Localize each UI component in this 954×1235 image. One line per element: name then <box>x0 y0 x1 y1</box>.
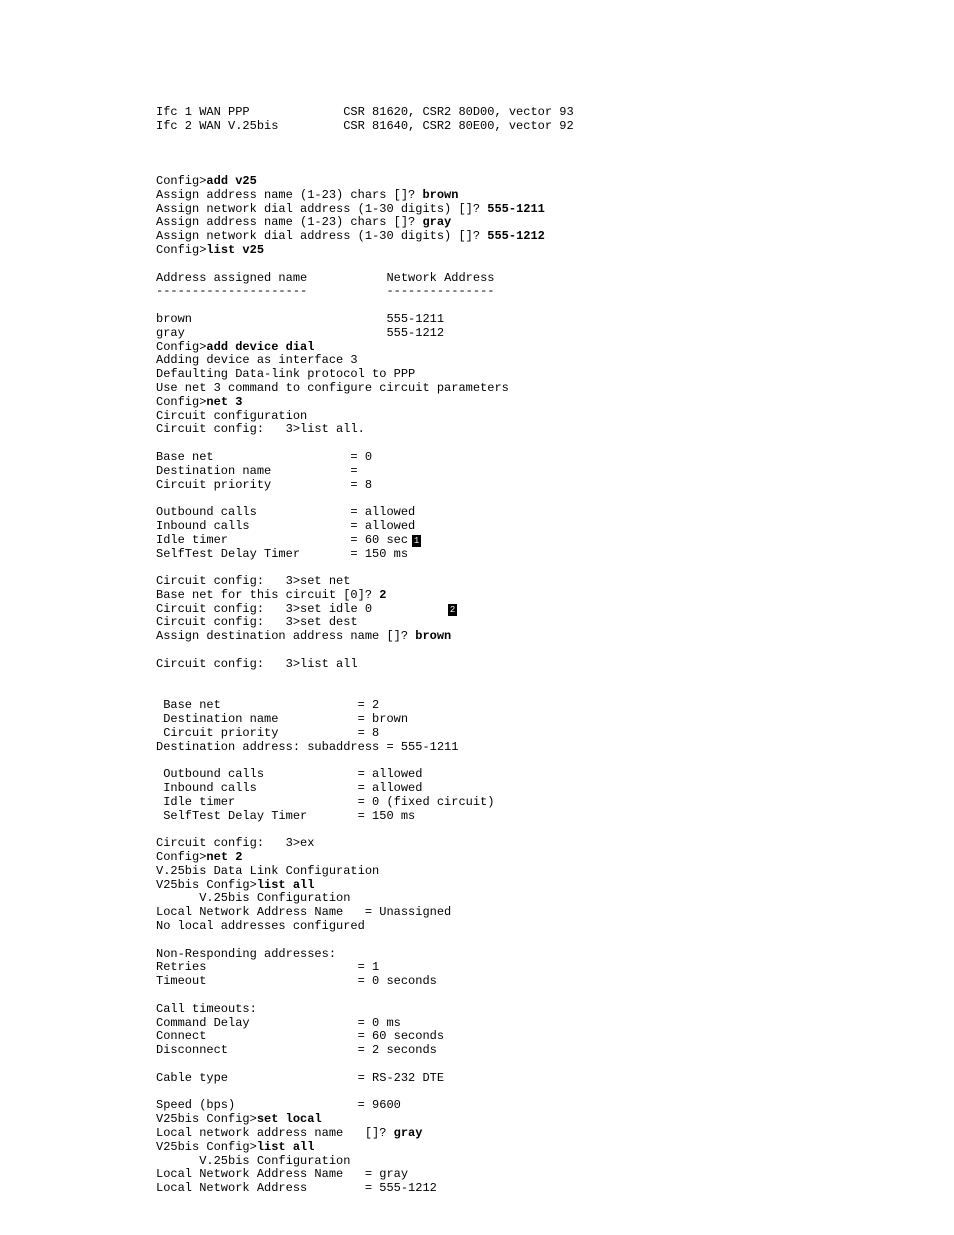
prompt-circuit: Circuit config: 3> <box>156 657 300 671</box>
cmd-list-all: list all <box>257 1140 315 1154</box>
prompt-circuit: Circuit config: 3> <box>156 422 300 436</box>
prompt-circuit: Circuit config: 3> <box>156 574 300 588</box>
cmd-net-2: net 2 <box>206 850 242 864</box>
input-gray: gray <box>394 1126 423 1140</box>
kv: Base net = 0 <box>156 450 372 464</box>
q-dial: Assign network dial address (1-30 digits… <box>156 229 487 243</box>
ifc-line: Ifc 1 WAN PPP CSR 81620, CSR2 80D00, vec… <box>156 105 574 119</box>
kv: Outbound calls = allowed <box>156 505 415 519</box>
cmd-set-local: set local <box>257 1112 322 1126</box>
cmd-add-device-dial: add device dial <box>206 340 314 354</box>
circuit-hdr: Circuit configuration <box>156 409 307 423</box>
kv: Destination address: subaddress = 555-12… <box>156 740 458 754</box>
q-base: Base net for this circuit [0]? <box>156 588 379 602</box>
input-2: 2 <box>379 588 386 602</box>
kv: Idle timer = 0 (fixed circuit) <box>156 795 494 809</box>
prompt-v25bis: V25bis Config> <box>156 878 257 892</box>
kv: Timeout = 0 seconds <box>156 974 437 988</box>
row-addr: 555-1211 <box>386 312 444 326</box>
msg: Use net 3 command to configure circuit p… <box>156 381 509 395</box>
input-brown: brown <box>415 629 451 643</box>
prompt-circuit: Circuit config: 3> <box>156 615 300 629</box>
kv: Local Network Address Name = Unassigned <box>156 905 451 919</box>
kv: SelfTest Delay Timer = 150 ms <box>156 809 415 823</box>
input-gray: gray <box>422 215 451 229</box>
v25-title: V.25bis Data Link Configuration <box>156 864 379 878</box>
kv: Speed (bps) = 9600 <box>156 1098 401 1112</box>
hdr: Non-Responding addresses: <box>156 947 336 961</box>
input-brown: brown <box>422 188 458 202</box>
col-hdr-name: Address assigned name <box>156 271 307 285</box>
hdr: Call timeouts: <box>156 1002 257 1016</box>
input-1212: 555-1212 <box>487 229 545 243</box>
cmd-list-all: list all <box>257 878 315 892</box>
kv: Disconnect = 2 seconds <box>156 1043 437 1057</box>
prompt-config: Config> <box>156 395 206 409</box>
row-addr: 555-1212 <box>386 326 444 340</box>
q-name: Assign address name (1-23) chars []? <box>156 188 422 202</box>
kv: Local Network Address Name = gray <box>156 1167 408 1181</box>
q-dial: Assign network dial address (1-30 digits… <box>156 202 487 216</box>
q-dest: Assign destination address name []? <box>156 629 415 643</box>
terminal-output: Ifc 1 WAN PPP CSR 81620, CSR2 80D00, vec… <box>0 0 954 1235</box>
cmd-list-v25: list v25 <box>206 243 264 257</box>
q-local: Local network address name []? <box>156 1126 394 1140</box>
kv: Cable type = RS-232 DTE <box>156 1071 444 1085</box>
footnote-ref-icon: 1 <box>412 535 421 547</box>
cmd-set-dest: set dest <box>300 615 358 629</box>
prompt-config: Config> <box>156 850 206 864</box>
prompt-config: Config> <box>156 243 206 257</box>
cmd-add-v25: add v25 <box>206 174 256 188</box>
kv: Destination name = brown <box>156 712 408 726</box>
row-name: gray <box>156 326 185 340</box>
kv: Outbound calls = allowed <box>156 767 422 781</box>
prompt-circuit: Circuit config: 3> <box>156 602 300 616</box>
prompt-config: Config> <box>156 174 206 188</box>
cmd-set-idle: set idle 0 <box>300 602 372 616</box>
kv: Circuit priority = 8 <box>156 726 379 740</box>
input-1211: 555-1211 <box>487 202 545 216</box>
q-name: Assign address name (1-23) chars []? <box>156 215 422 229</box>
kv: Command Delay = 0 ms <box>156 1016 401 1030</box>
prompt-v25bis: V25bis Config> <box>156 1112 257 1126</box>
kv: Local Network Address = 555-1212 <box>156 1181 437 1195</box>
kv: Idle timer = 60 sec <box>156 533 408 547</box>
col-hdr-addr: Network Address <box>386 271 494 285</box>
kv: Connect = 60 seconds <box>156 1029 444 1043</box>
kv: Base net = 2 <box>156 698 379 712</box>
ifc-line: Ifc 2 WAN V.25bis CSR 81640, CSR2 80E00,… <box>156 119 574 133</box>
msg: No local addresses configured <box>156 919 365 933</box>
footnote-ref-icon: 2 <box>448 604 457 616</box>
msg: Defaulting Data-link protocol to PPP <box>156 367 415 381</box>
cmd-set-net: set net <box>300 574 350 588</box>
kv: Inbound calls = allowed <box>156 519 415 533</box>
v25-sub: V.25bis Configuration <box>156 1154 350 1168</box>
col-sep: --------------- <box>386 284 494 298</box>
cmd-list-all: list all <box>300 657 358 671</box>
kv: Inbound calls = allowed <box>156 781 422 795</box>
v25-sub: V.25bis Configuration <box>156 891 350 905</box>
kv: Circuit priority = 8 <box>156 478 372 492</box>
kv: SelfTest Delay Timer = 150 ms <box>156 547 408 561</box>
prompt-circuit: Circuit config: 3> <box>156 836 300 850</box>
row-name: brown <box>156 312 192 326</box>
msg: Adding device as interface 3 <box>156 353 358 367</box>
cmd-ex: ex <box>300 836 314 850</box>
prompt-config: Config> <box>156 340 206 354</box>
cmd-list-all: list all. <box>300 422 365 436</box>
col-sep: --------------------- <box>156 284 307 298</box>
cmd-net-3: net 3 <box>206 395 242 409</box>
kv: Destination name = <box>156 464 358 478</box>
prompt-v25bis: V25bis Config> <box>156 1140 257 1154</box>
kv: Retries = 1 <box>156 960 379 974</box>
